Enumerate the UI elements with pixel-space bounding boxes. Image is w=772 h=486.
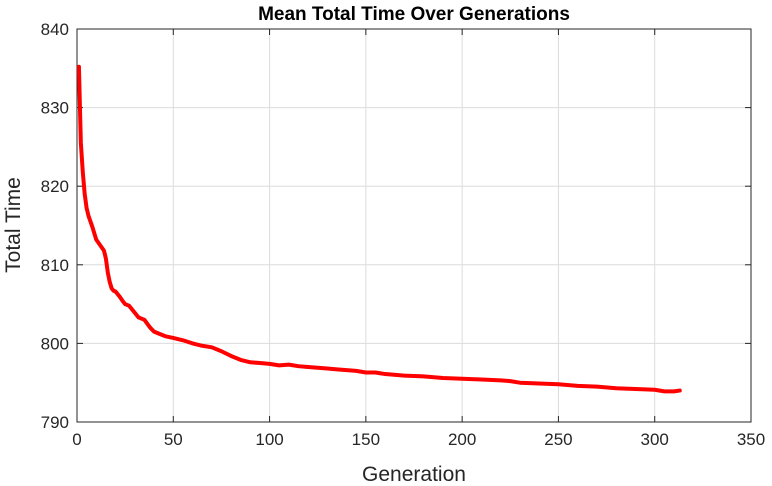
y-tick-label: 790 [41,413,69,432]
y-tick-label: 800 [41,334,69,353]
series-line [76,64,682,394]
y-axis-label: Total Time [2,177,25,273]
x-tick-label: 150 [352,430,380,449]
x-tick-label: 100 [255,430,283,449]
x-tick-label: 300 [641,430,669,449]
x-tick-label: 350 [737,430,765,449]
y-tick-label: 830 [41,99,69,118]
plot-frame [76,28,752,423]
x-axis-label: Generation [362,463,466,486]
x-tick-label: 50 [164,430,183,449]
y-tick-label: 840 [41,20,69,39]
grid-layer [76,28,752,423]
tick-layer: 0 50 100 150 200 250 300 350 790 800 810 820 830 840 [41,20,766,449]
y-tick-label: 810 [41,256,69,275]
x-tick-label: 0 [72,430,81,449]
y-tick-label: 820 [41,177,69,196]
x-tick-label: 250 [544,430,572,449]
x-tick-label: 200 [448,430,476,449]
chart-title: Mean Total Time Over Generations [258,4,570,25]
